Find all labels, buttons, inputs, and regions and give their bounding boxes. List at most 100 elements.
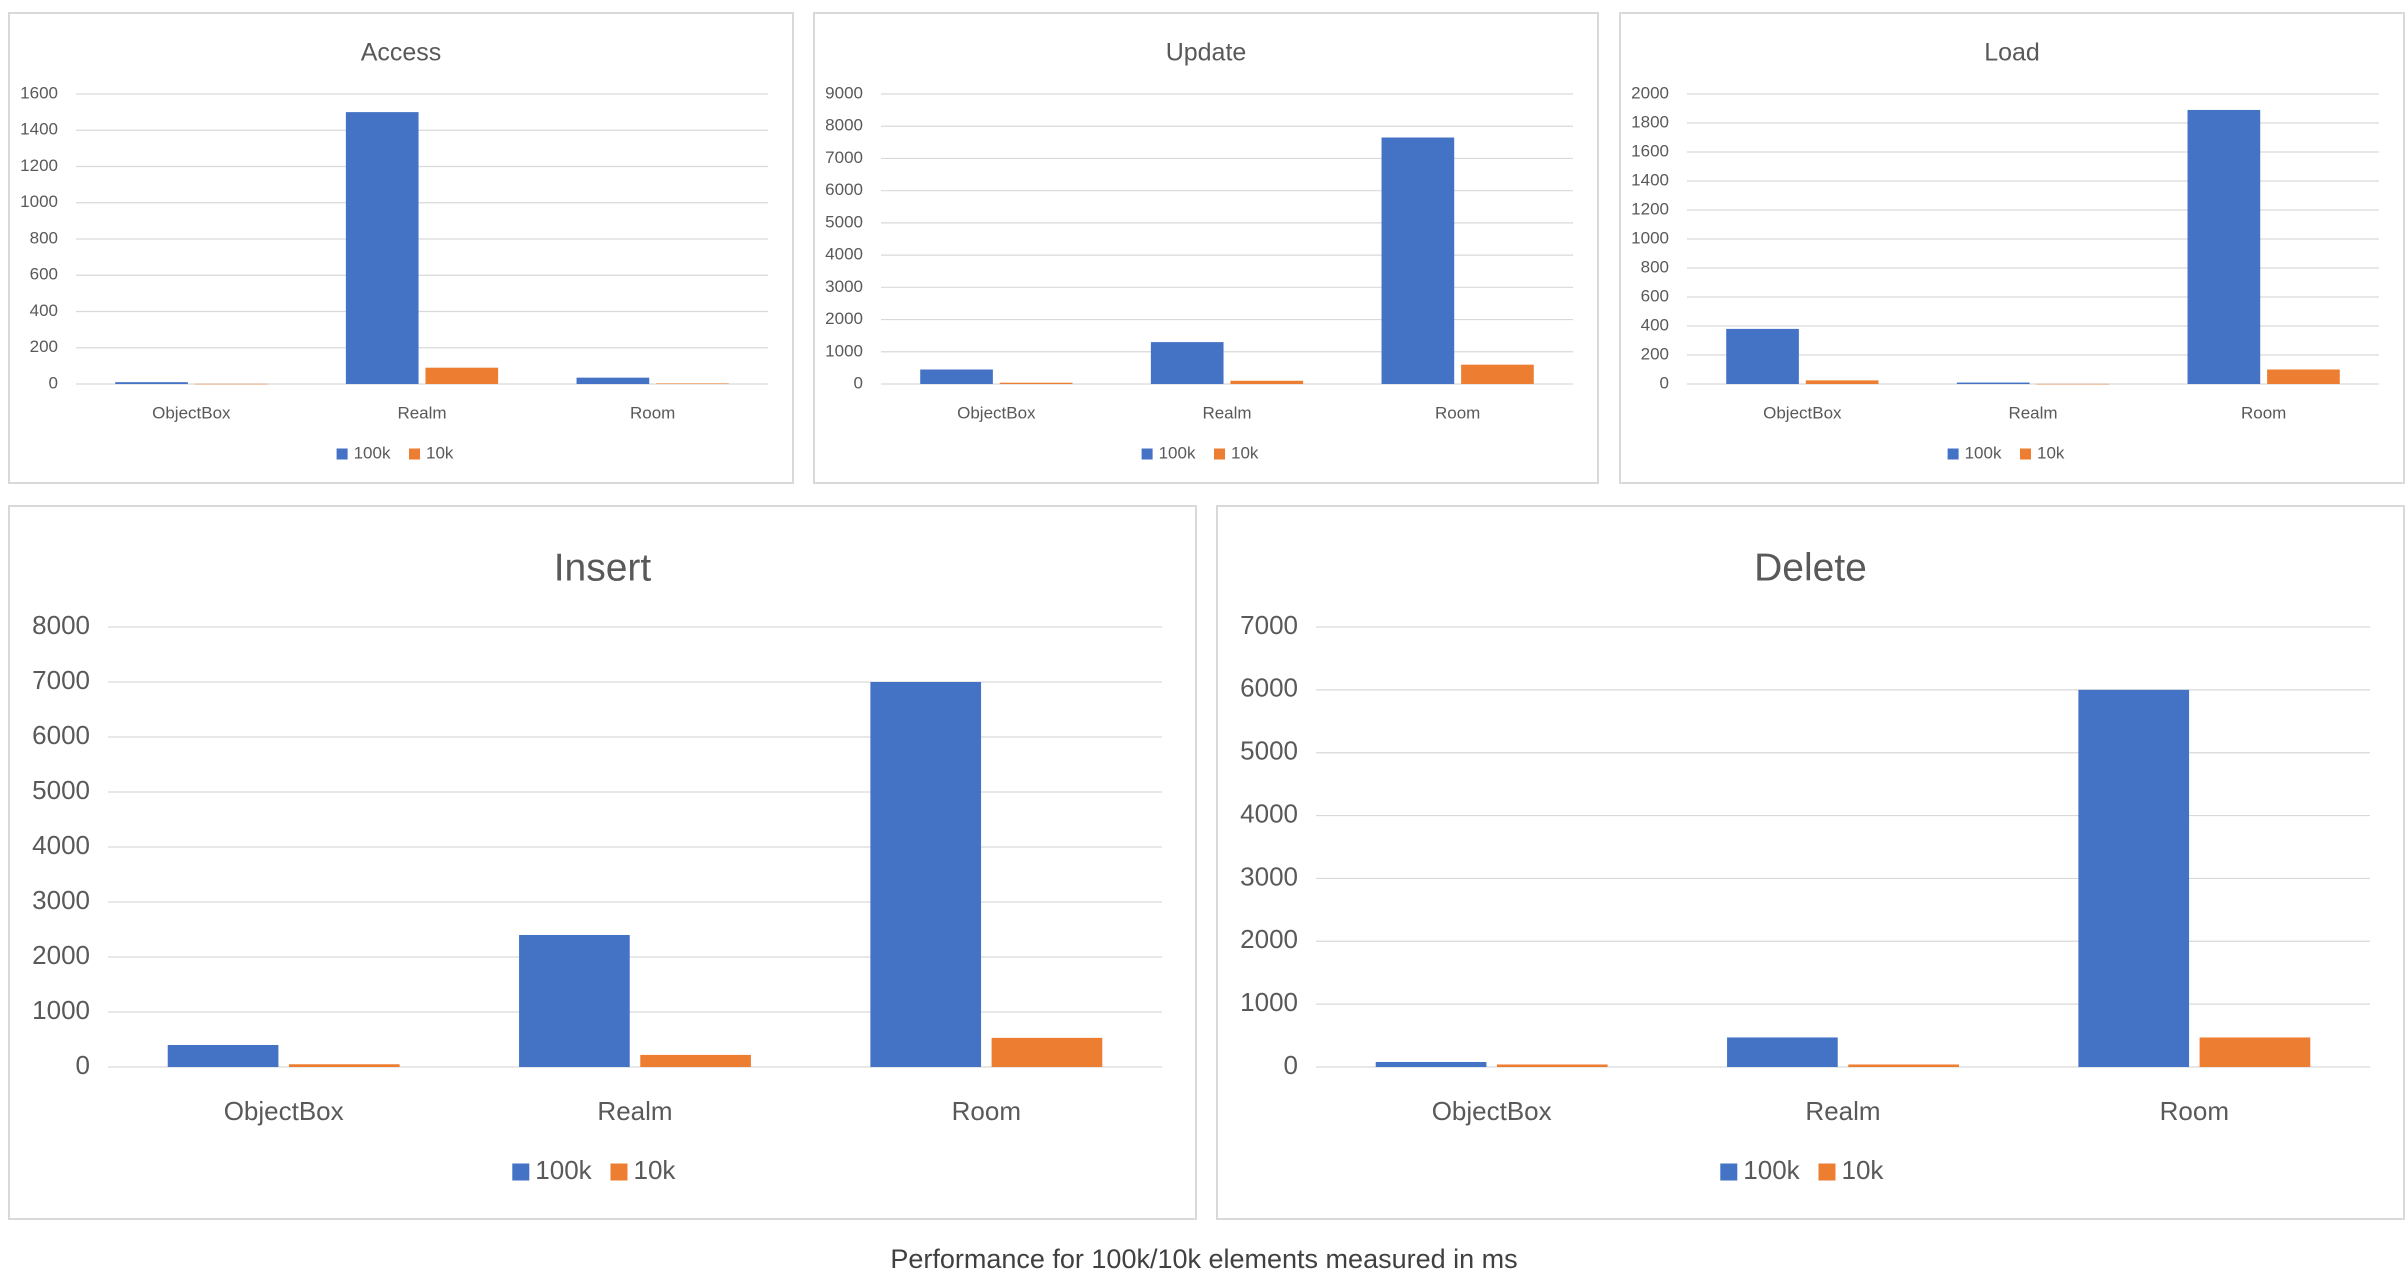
y-tick-label: 1600 <box>1631 141 1669 160</box>
legend-swatch <box>336 448 348 460</box>
y-tick-label: 7000 <box>1240 610 1298 640</box>
legend-swatch <box>2020 448 2031 460</box>
y-tick-label: 1400 <box>20 120 58 139</box>
access-chart-svg: Access 0 200 400 600 800 1000 1200 1400 1600 Objec… <box>20 39 768 462</box>
y-tick-label: 1600 <box>20 83 58 102</box>
legend-swatch <box>1818 1163 1836 1181</box>
y-tick-label: 800 <box>1641 257 1669 276</box>
bar-10k-objectbox <box>194 383 268 385</box>
y-tick-label: 8000 <box>825 116 863 135</box>
bar-10k-room <box>2267 369 2340 384</box>
bar-10k-realm <box>425 367 499 384</box>
y-tick-label: 3000 <box>32 885 90 915</box>
y-tick-label: 0 <box>76 1050 90 1080</box>
bar-10k-objectbox <box>999 382 1073 384</box>
y-tick-label: 3000 <box>825 277 863 296</box>
y-tick-label: 1000 <box>20 192 58 211</box>
y-tick-label: 1400 <box>1631 170 1669 189</box>
y-tick-label: 4000 <box>1240 798 1298 828</box>
x-category-label: Room <box>2241 403 2286 422</box>
bar-10k-room <box>2199 1037 2311 1067</box>
chart-title: Access <box>361 39 442 67</box>
x-category-label: Room <box>952 1096 1021 1126</box>
bar-100k-room <box>2187 109 2261 384</box>
bar-100k-realm <box>1727 1037 1838 1067</box>
y-tick-label: 1000 <box>32 995 90 1025</box>
bar-100k-room <box>870 682 982 1067</box>
legend-swatch <box>1720 1163 1738 1181</box>
chart-title: Update <box>1166 39 1247 67</box>
x-category-label: Room <box>630 403 675 422</box>
bar-100k-objectbox <box>167 1045 279 1067</box>
y-tick-label: 9000 <box>825 83 863 102</box>
legend-swatch <box>610 1163 628 1181</box>
insert-chart: Insert 0 1000 2000 3000 4000 5000 6000 7000 8000 O… <box>8 505 1197 1220</box>
bar-100k-realm <box>1150 342 1224 384</box>
x-category-label: Realm <box>1202 403 1251 422</box>
y-tick-label: 4000 <box>825 245 863 264</box>
bar-10k-realm <box>1848 1064 1959 1067</box>
y-tick-label: 2000 <box>32 940 90 970</box>
y-tick-label: 6000 <box>1240 673 1298 703</box>
y-tick-label: 3000 <box>1240 861 1298 891</box>
y-tick-label: 6000 <box>32 720 90 750</box>
y-tick-label: 1800 <box>1631 112 1669 131</box>
y-tick-label: 5000 <box>32 775 90 805</box>
bar-100k-realm <box>519 935 630 1067</box>
y-tick-label: 400 <box>30 301 58 320</box>
legend-label: 10k <box>2037 443 2065 462</box>
bar-10k-realm <box>640 1054 751 1067</box>
bar-10k-objectbox <box>1496 1064 1608 1067</box>
y-tick-label: 1200 <box>1631 199 1669 218</box>
y-tick-label: 400 <box>1641 315 1669 334</box>
y-tick-label: 0 <box>49 373 58 392</box>
bar-100k-realm <box>345 112 419 384</box>
legend-swatch <box>512 1163 530 1181</box>
x-category-label: Room <box>2160 1096 2229 1126</box>
y-tick-label: 1200 <box>20 156 58 175</box>
y-tick-label: 2000 <box>825 309 863 328</box>
legend-label: 100k <box>535 1155 592 1185</box>
y-tick-label: 200 <box>30 337 58 356</box>
insert-chart-svg: Insert 0 1000 2000 3000 4000 5000 6000 7000 8000 O… <box>32 546 1162 1185</box>
bar-100k-objectbox <box>1375 1061 1487 1067</box>
legend-label: 10k <box>634 1155 677 1185</box>
y-tick-label: 5000 <box>825 212 863 231</box>
y-tick-label: 1000 <box>825 341 863 360</box>
y-tick-label: 7000 <box>825 148 863 167</box>
chart-legend: 100k 10k <box>1141 443 1259 462</box>
y-tick-label: 1000 <box>1631 228 1669 247</box>
bar-10k-room <box>1461 364 1534 384</box>
legend-swatch <box>1947 448 1959 460</box>
bar-100k-room <box>576 377 650 384</box>
bar-100k-objectbox <box>115 382 188 384</box>
y-tick-label: 200 <box>1641 344 1669 363</box>
legend-swatch <box>1214 448 1225 460</box>
load-chart: Load 0 200 400 600 800 1000 1200 1400 1600 1800 200… <box>1619 12 2405 484</box>
legend-label: 100k <box>354 443 391 462</box>
x-category-label: ObjectBox <box>957 403 1036 422</box>
y-tick-label: 4000 <box>32 830 90 860</box>
legend-swatch <box>409 448 420 460</box>
y-tick-label: 6000 <box>825 180 863 199</box>
legend-label: 100k <box>1743 1155 1800 1185</box>
chart-legend: 100k 10k <box>336 443 454 462</box>
chart-title: Load <box>1984 39 2040 67</box>
bar-10k-realm <box>1230 380 1304 384</box>
bar-10k-objectbox <box>288 1064 400 1067</box>
access-chart: Access 0 200 400 600 800 1000 1200 1400 1600 Objec… <box>8 12 794 484</box>
bar-10k-room <box>656 383 729 384</box>
x-category-label: ObjectBox <box>152 403 231 422</box>
legend-swatch <box>1141 448 1153 460</box>
chart-legend: 100k 10k <box>1720 1155 1884 1185</box>
y-tick-label: 7000 <box>32 665 90 695</box>
y-tick-label: 2000 <box>1240 924 1298 954</box>
bar-100k-objectbox <box>1726 328 1799 384</box>
x-category-label: ObjectBox <box>224 1096 344 1126</box>
update-chart: Update 0 1000 2000 3000 4000 5000 6000 7000 8000 9… <box>813 12 1599 484</box>
legend-label: 10k <box>1842 1155 1885 1185</box>
bar-10k-objectbox <box>1805 380 1879 384</box>
load-chart-svg: Load 0 200 400 600 800 1000 1200 1400 1600 1800 200… <box>1631 39 2379 462</box>
y-tick-label: 2000 <box>1631 83 1669 102</box>
y-tick-label: 0 <box>1284 1050 1298 1080</box>
